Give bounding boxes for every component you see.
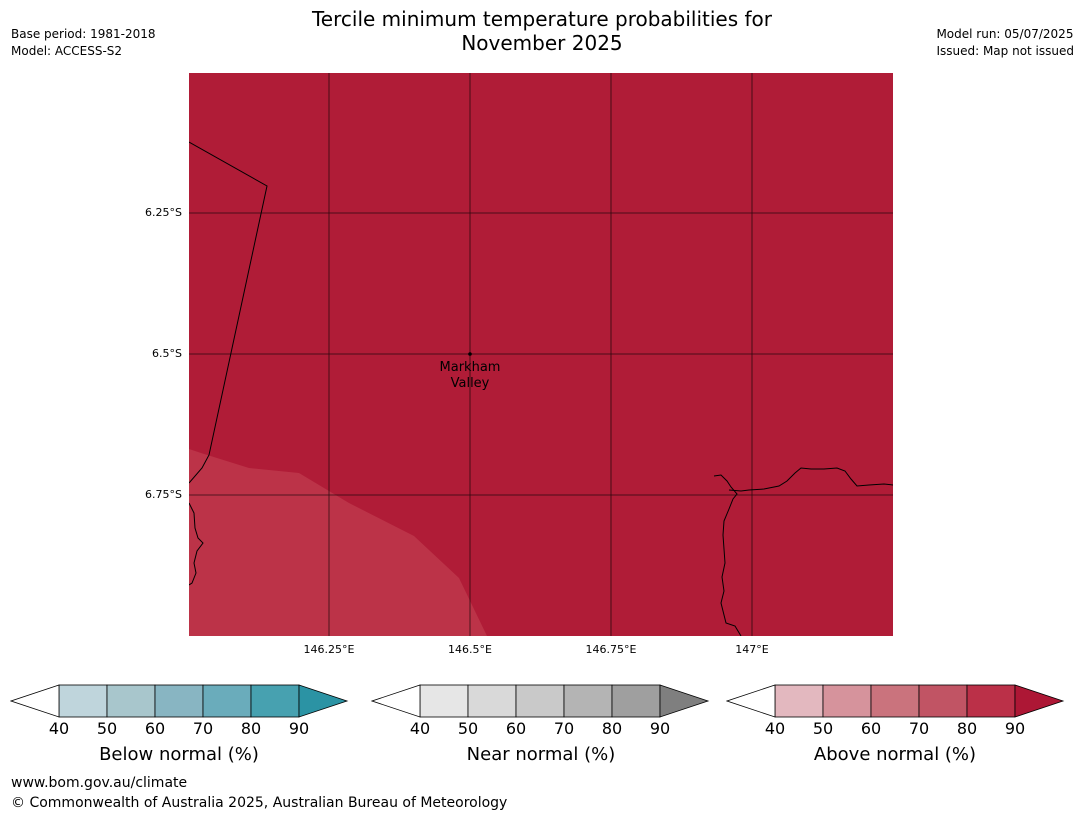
above-normal-swatch — [774, 684, 824, 718]
below-tick: 70 — [192, 719, 214, 738]
above-normal-high-arrow — [1014, 684, 1065, 718]
issued-text: Issued: Map not issued — [936, 44, 1074, 58]
near-normal-high-arrow — [659, 684, 710, 718]
below-normal-low-arrow — [10, 684, 60, 718]
lon-label-146-5: 146.5°E — [448, 643, 492, 656]
near-tick: 40 — [409, 719, 431, 738]
near-tick: 90 — [649, 719, 671, 738]
lon-label-147: 147°E — [735, 643, 769, 656]
lat-label-6-75: 6.75°S — [145, 488, 182, 501]
run-info: Model run: 05/07/2025 Issued: Map not is… — [936, 26, 1074, 60]
above-normal-swatch — [822, 684, 872, 718]
near-normal-low-arrow — [371, 684, 421, 718]
below-normal-swatch — [250, 684, 300, 718]
near-normal-swatch — [467, 684, 517, 718]
below-normal-swatch — [58, 684, 108, 718]
above-tick: 80 — [956, 719, 978, 738]
near-tick: 80 — [601, 719, 623, 738]
above-normal-low-arrow — [726, 684, 776, 718]
boundary-lines — [189, 141, 893, 636]
near-normal-swatch — [611, 684, 661, 718]
above-normal-swatch — [870, 684, 920, 718]
near-normal-swatch — [515, 684, 565, 718]
probability-map[interactable] — [189, 73, 893, 636]
base-info: Base period: 1981-2018 Model: ACCESS-S2 — [11, 26, 156, 60]
below-normal-swatch — [202, 684, 252, 718]
near-tick: 70 — [553, 719, 575, 738]
below-normal-swatch — [106, 684, 156, 718]
near-normal-swatch — [563, 684, 613, 718]
above-normal-colorbar — [726, 684, 1065, 718]
above-tick: 90 — [1004, 719, 1026, 738]
below-normal-high-arrow — [298, 684, 349, 718]
below-tick: 40 — [48, 719, 70, 738]
map-canvas — [189, 73, 893, 636]
footer-url[interactable]: www.bom.gov.au/climate — [11, 775, 188, 791]
above-tick: 70 — [908, 719, 930, 738]
lon-label-146-25: 146.25°E — [303, 643, 355, 656]
near-tick: 50 — [457, 719, 479, 738]
near-normal-label: Near normal (%) — [466, 744, 616, 765]
lower-probability-region — [189, 449, 487, 636]
near-tick: 60 — [505, 719, 527, 738]
below-tick: 90 — [288, 719, 310, 738]
footer-copyright: © Commonwealth of Australia 2025, Austra… — [11, 795, 508, 811]
below-tick: 80 — [240, 719, 262, 738]
graticule — [189, 73, 893, 636]
lat-label-6-5: 6.5°S — [152, 347, 182, 360]
below-normal-swatch — [154, 684, 204, 718]
place-marker — [468, 352, 472, 356]
near-normal-colorbar — [371, 684, 710, 718]
below-normal-colorbar — [10, 684, 349, 718]
place-name-line-1: Markham — [439, 360, 501, 375]
place-label: Markham Valley — [430, 360, 510, 392]
lon-label-146-75: 146.75°E — [585, 643, 637, 656]
below-normal-label: Below normal (%) — [99, 744, 259, 765]
above-normal-swatch — [966, 684, 1016, 718]
below-tick: 50 — [96, 719, 118, 738]
model-run-text: Model run: 05/07/2025 — [936, 27, 1074, 41]
above-tick: 40 — [764, 719, 786, 738]
near-normal-swatches — [419, 684, 661, 718]
lat-label-6-25: 6.25°S — [145, 206, 182, 219]
near-normal-swatch — [419, 684, 469, 718]
model-text: Model: ACCESS-S2 — [11, 44, 123, 58]
above-tick: 60 — [860, 719, 882, 738]
above-normal-swatch — [918, 684, 968, 718]
below-tick: 60 — [144, 719, 166, 738]
above-normal-swatches — [774, 684, 1016, 718]
above-normal-label: Above normal (%) — [813, 744, 977, 765]
base-period-text: Base period: 1981-2018 — [11, 27, 156, 41]
place-name-line-2: Valley — [450, 376, 490, 391]
map-title: Tercile minimum temperature probabilitie… — [242, 7, 842, 55]
title-line-2: November 2025 — [461, 31, 623, 55]
title-line-1: Tercile minimum temperature probabilitie… — [311, 7, 773, 31]
below-normal-swatches — [58, 684, 300, 718]
above-tick: 50 — [812, 719, 834, 738]
